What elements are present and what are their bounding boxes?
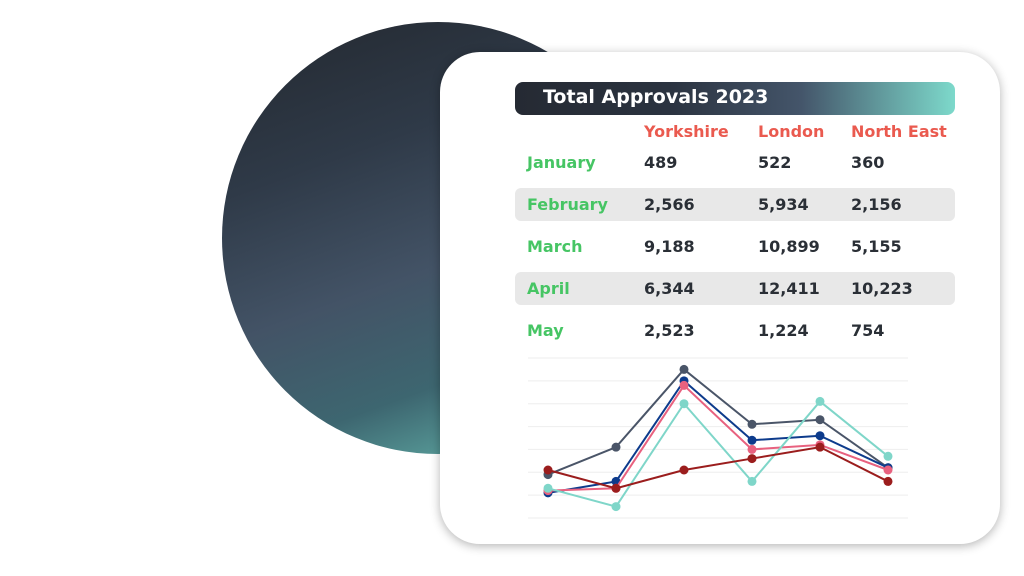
data-point [815,396,825,406]
data-point [815,442,825,452]
data-point [747,435,757,445]
table-cell: 754 [851,321,885,340]
data-point [611,502,621,512]
title-bar: Total Approvals 2023 [515,82,955,115]
month-label: March [527,237,583,256]
series-line-4 [547,446,889,490]
data-point [679,364,689,374]
table-cell: 5,934 [758,195,809,214]
data-point [543,483,553,493]
data-point [611,483,621,493]
table-cell: 360 [851,153,885,172]
table-cell: 10,223 [851,279,913,298]
data-point [883,451,893,461]
table-cell: 489 [644,153,678,172]
table-row: January 489 522 360 [515,146,955,179]
table-cell: 2,566 [644,195,695,214]
table-cell: 5,155 [851,237,902,256]
approvals-line-chart [528,357,908,519]
table-cell: 2,156 [851,195,902,214]
table-row: February 2,566 5,934 2,156 [515,188,955,221]
data-point [679,380,689,390]
data-point [679,399,689,409]
series-line-2 [547,383,889,492]
table-cell: 6,344 [644,279,695,298]
column-header-north-east: North East [851,122,947,141]
data-point [747,419,757,429]
table-cell: 1,224 [758,321,809,340]
data-point [883,476,893,486]
data-point [815,415,825,425]
series-line-3 [547,400,889,508]
data-point [679,465,689,475]
table-cell: 10,899 [758,237,820,256]
table-title: Total Approvals 2023 [543,86,769,108]
table-row: April 6,344 12,411 10,223 [515,272,955,305]
data-point [747,454,757,464]
approvals-card: Total Approvals 2023 Yorkshire London No… [440,52,1000,544]
table-cell: 9,188 [644,237,695,256]
data-point [883,465,893,475]
series-line-1 [547,379,889,494]
month-label: January [527,153,596,172]
data-point [611,442,621,452]
column-header-yorkshire: Yorkshire [644,122,729,141]
table-cell: 12,411 [758,279,820,298]
column-header-london: London [758,122,825,141]
data-point [747,444,757,454]
table-cell: 2,523 [644,321,695,340]
data-point [543,465,553,475]
series-line-0 [547,368,889,476]
data-point [747,476,757,486]
table-row: March 9,188 10,899 5,155 [515,230,955,263]
table-row: May 2,523 1,224 754 [515,314,955,347]
month-label: May [527,321,564,340]
month-label: April [527,279,570,298]
month-label: February [527,195,608,214]
data-point [815,431,825,441]
table-cell: 522 [758,153,792,172]
